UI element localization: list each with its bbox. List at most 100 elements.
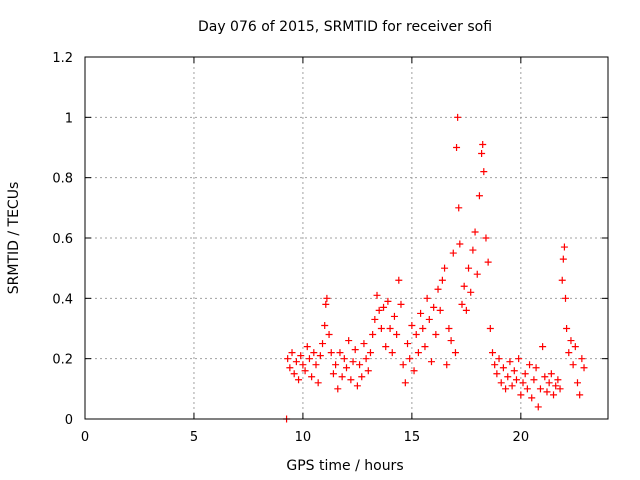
data-point-marker <box>558 276 566 284</box>
data-point-marker <box>580 364 588 372</box>
data-point-marker <box>299 361 307 369</box>
data-point-marker <box>345 337 353 345</box>
data-point-marker <box>523 385 531 393</box>
data-point-marker <box>373 291 381 299</box>
data-point-marker <box>441 264 449 272</box>
data-point-marker <box>340 355 348 363</box>
data-point-marker <box>347 376 355 384</box>
data-point-marker <box>382 343 390 351</box>
data-point-marker <box>502 385 510 393</box>
data-point-marker <box>410 367 418 375</box>
data-point-marker <box>578 355 586 363</box>
data-point-marker <box>434 285 442 293</box>
data-point-marker <box>390 312 398 320</box>
data-point-marker <box>512 376 520 384</box>
data-point-marker <box>384 297 392 305</box>
data-point-marker <box>349 358 357 366</box>
data-point-marker <box>423 294 431 302</box>
data-point-marker <box>517 391 525 399</box>
data-point-marker <box>292 358 300 366</box>
data-point-marker <box>460 282 468 290</box>
data-point-marker <box>541 373 549 381</box>
data-point-marker <box>334 385 342 393</box>
data-point-marker <box>329 370 337 378</box>
data-point-marker <box>489 349 497 357</box>
data-point-marker <box>467 288 475 296</box>
data-point-marker <box>484 258 492 266</box>
data-point-marker <box>286 364 294 372</box>
data-point-marker <box>536 385 544 393</box>
data-point-marker <box>338 373 346 381</box>
data-point-marker <box>436 306 444 314</box>
data-point-marker <box>515 355 523 363</box>
data-point-marker <box>449 249 457 257</box>
data-point-marker <box>399 361 407 369</box>
y-tick-label: 1.2 <box>52 51 73 66</box>
data-point-marker <box>322 300 330 308</box>
x-axis-label: GPS time / hours <box>286 458 403 474</box>
data-point-marker <box>576 391 584 399</box>
data-point-marker <box>321 321 329 329</box>
data-point-marker <box>443 361 451 369</box>
data-point-marker <box>290 370 298 378</box>
data-point-marker <box>528 394 536 402</box>
data-point-marker <box>565 349 573 357</box>
data-point-marker <box>499 364 507 372</box>
x-tick-label: 20 <box>513 430 530 445</box>
data-point-marker <box>371 315 379 323</box>
data-point-marker <box>297 352 305 360</box>
data-point-marker <box>562 294 570 302</box>
data-point-marker <box>395 276 403 284</box>
x-tick-label: 5 <box>190 430 198 445</box>
y-tick-label: 0 <box>65 413 73 428</box>
data-point-marker <box>521 370 529 378</box>
data-point-marker <box>510 367 518 375</box>
data-point-marker <box>314 379 322 387</box>
data-point-marker <box>327 349 335 357</box>
data-point-marker <box>404 340 412 348</box>
data-point-marker <box>364 367 372 375</box>
data-point-marker <box>325 331 333 339</box>
data-point-marker <box>530 376 538 384</box>
data-point-marker <box>454 113 462 121</box>
data-point-marker <box>301 367 309 375</box>
data-point-marker <box>408 321 416 329</box>
data-point-marker <box>438 276 446 284</box>
data-point-marker <box>332 361 340 369</box>
data-point-marker <box>375 306 383 314</box>
data-point-marker <box>539 343 547 351</box>
data-point-marker <box>319 340 327 348</box>
data-point-marker <box>462 306 470 314</box>
y-tick-label: 1 <box>65 111 73 126</box>
x-tick-label: 10 <box>295 430 312 445</box>
data-point-marker <box>545 379 553 387</box>
data-point-marker <box>486 325 494 332</box>
data-point-marker <box>453 144 461 151</box>
data-point-marker <box>451 349 459 357</box>
data-point-marker <box>362 355 370 363</box>
data-point-marker <box>358 373 366 381</box>
data-point-marker <box>569 361 577 369</box>
data-point-marker <box>393 331 401 339</box>
data-points <box>283 113 588 423</box>
x-tick-label: 15 <box>404 430 421 445</box>
data-point-marker <box>552 382 560 390</box>
data-point-marker <box>425 315 433 323</box>
y-axis-label: SRMTID / TECUs <box>6 182 22 295</box>
data-point-marker <box>493 370 501 378</box>
y-tick-label: 0.8 <box>52 172 73 187</box>
data-point-marker <box>316 352 324 360</box>
data-point-marker <box>458 300 466 308</box>
data-point-marker <box>475 192 483 200</box>
y-tick-label: 0.6 <box>52 232 73 247</box>
data-point-marker <box>526 361 534 369</box>
data-point-marker <box>547 370 555 378</box>
y-tick-label: 0.4 <box>52 292 73 307</box>
data-point-marker <box>550 391 558 399</box>
data-point-marker <box>560 243 568 251</box>
x-tick-labels: 0 5 10 15 20 <box>81 430 529 445</box>
data-point-marker <box>377 325 385 332</box>
data-point-marker <box>295 376 303 384</box>
data-point-marker <box>556 385 564 393</box>
